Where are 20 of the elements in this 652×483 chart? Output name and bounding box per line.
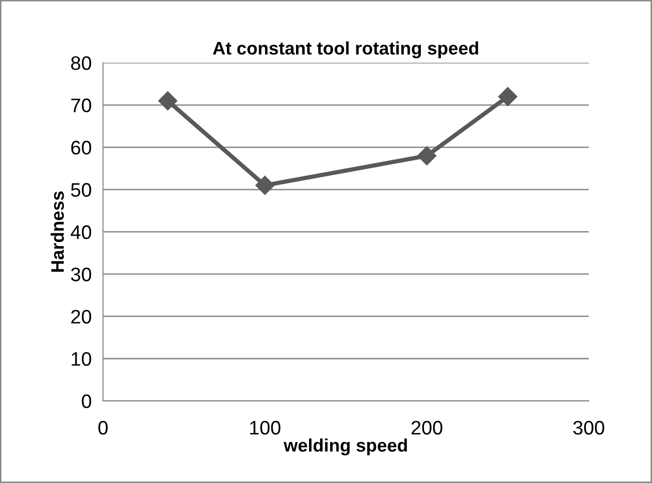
y-tick-label: 10 [72,352,92,366]
y-tick-label: 50 [71,183,92,197]
y-tick-label: 80 [71,56,92,70]
point [417,146,436,166]
point [255,176,274,195]
x-axis-title: welding speed [284,438,407,456]
x-tick-label: 0 [98,420,108,435]
y-tick-label: 40 [70,225,92,240]
y-tick-label: 60 [71,140,92,155]
y-tick-label: 20 [71,310,92,324]
y-tick-label: 30 [71,268,92,282]
x-tick-label: 300 [573,420,604,435]
chart-title: At constant tool rotating speed [212,41,478,58]
point [498,87,518,106]
y-tick-label: 0 [82,394,92,408]
x-tick-label: 100 [250,420,280,435]
point [158,91,178,110]
x-tick-label: 200 [412,420,442,435]
y-axis-title: Hardness [50,191,64,272]
y-tick-label: 70 [71,98,92,112]
